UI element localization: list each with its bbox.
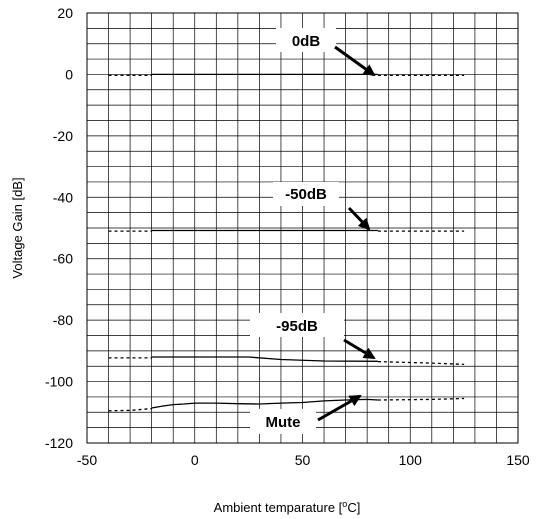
callout-0db-label: 0dB [292,33,321,50]
callout-mute: Mute [250,394,362,434]
callout-mute-label: Mute [266,414,301,431]
series-4 [108,397,465,412]
series-line-dashed [377,360,465,366]
callout-0db: 0dB [276,28,376,77]
series-line-solid [151,398,378,409]
series-line-dashed [377,397,465,401]
y-tick-label: -100 [45,374,73,390]
y-tick-label: -80 [53,312,73,328]
y-tick-label: -20 [53,128,73,144]
y-tick-label: 0 [65,66,73,82]
grid [86,12,519,444]
callout-50db: -50dB [273,182,371,231]
x-tick-label: 50 [295,452,311,468]
x-tick-label: -50 [77,452,97,468]
y-tick-label: -60 [53,251,73,267]
series-3 [108,356,465,366]
y-tick-label: 20 [57,5,73,21]
x-tick-label: 150 [506,452,530,468]
callout-95db-label: -95dB [276,318,318,335]
y-axis-title: Voltage Gain [dB] [10,177,25,278]
callout-95db: -95dB [250,313,376,360]
x-tick-label: 100 [399,452,423,468]
y-tick-label: -120 [45,435,73,451]
x-axis-title: Ambient temparature [oC] [214,499,361,515]
x-tick-label: 0 [191,452,199,468]
plot-area [86,12,519,444]
series-layer [108,73,465,412]
series-1 [108,73,465,77]
y-tick-label: -40 [53,189,73,205]
callout-mute-arrow [317,394,362,422]
callout-50db-label: -50dB [285,186,327,203]
callout-50db-arrow [347,206,371,231]
series-line-dashed [108,407,152,412]
series-2 [108,229,465,232]
series-line-solid [151,356,378,362]
callout-95db-arrow [343,338,376,360]
callout-0db-arrow [334,45,376,77]
